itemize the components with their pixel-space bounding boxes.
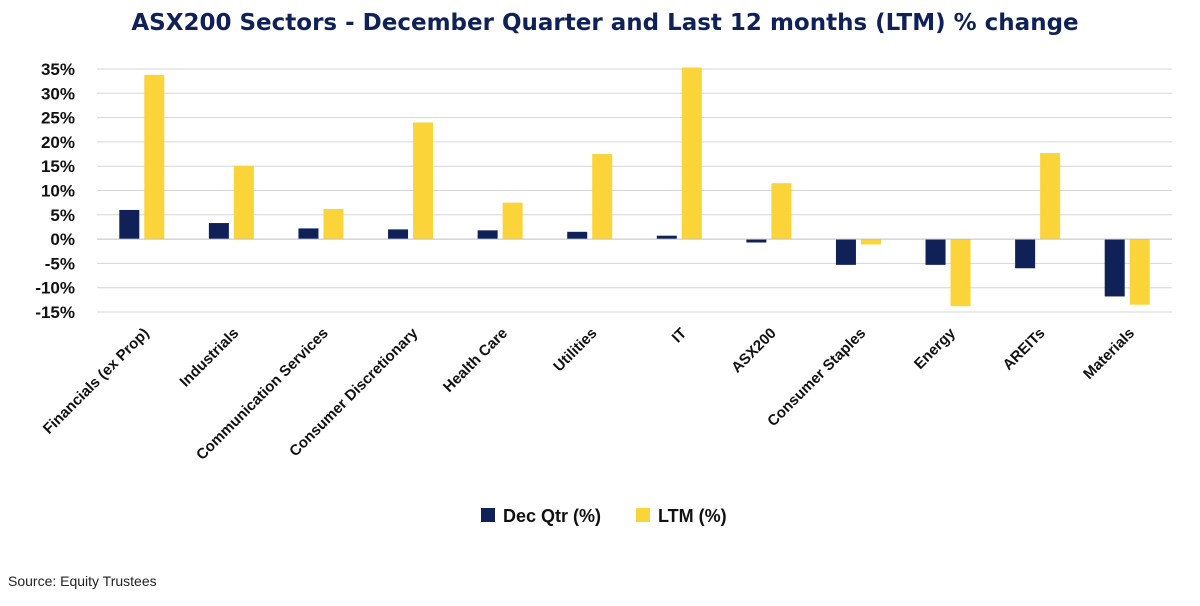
x-category-label: ASX200: [728, 325, 780, 377]
bar-ltm-5: [592, 154, 613, 240]
chart-title: ASX200 Sectors - December Quarter and La…: [131, 10, 1078, 36]
bar-dec-qtr-0: [119, 209, 140, 240]
bar-dec-qtr-8: [835, 239, 856, 265]
legend-label: LTM (%): [658, 506, 727, 526]
legend-label: Dec Qtr (%): [503, 506, 601, 526]
y-axis-tick-labels: 35% 30% 25% 20% 15% 10% 5% 0% -5% -10% -15%: [35, 60, 75, 322]
gridlines: [97, 68, 1172, 313]
y-tick-label: 25%: [41, 109, 75, 128]
x-category-label: Health Care: [440, 325, 511, 396]
bar-dec-qtr-5: [567, 231, 588, 240]
x-axis-category-labels: Financials (ex Prop) IndustrialsCommunica…: [40, 324, 1138, 463]
y-tick-label: 20%: [41, 133, 75, 152]
y-tick-label: -10%: [35, 279, 75, 298]
bar-dec-qtr-1: [208, 223, 229, 240]
y-tick-label: -5%: [45, 254, 75, 273]
legend-swatch: [636, 508, 650, 522]
bar-dec-qtr-11: [1104, 239, 1125, 297]
bar-dec-qtr-4: [477, 230, 498, 240]
y-tick-label: 15%: [41, 157, 75, 176]
bar-ltm-7: [771, 183, 792, 240]
bar-ltm-10: [1040, 153, 1061, 240]
bar-ltm-8: [860, 239, 881, 245]
x-category-label: IT: [669, 325, 690, 346]
bar-dec-qtr-2: [298, 228, 319, 240]
bar-ltm-9: [950, 239, 971, 307]
legend-swatch: [481, 508, 495, 522]
y-tick-label: 0%: [50, 230, 75, 249]
bar-ltm-0: [144, 74, 165, 240]
x-category-label: Industrials: [177, 325, 243, 391]
bar-ltm-11: [1129, 239, 1150, 305]
bars: [119, 67, 1150, 307]
x-category-label: Financials (ex Prop): [40, 325, 153, 438]
y-tick-label: 5%: [50, 206, 75, 225]
bar-ltm-4: [502, 202, 523, 240]
y-tick-label: 30%: [41, 84, 75, 103]
source-note: Source: Equity Trustees: [8, 573, 157, 589]
y-tick-label: 35%: [41, 60, 75, 79]
bar-ltm-6: [681, 67, 702, 240]
y-tick-label: -15%: [35, 303, 75, 322]
x-category-label: AREITs: [999, 325, 1048, 374]
bar-dec-qtr-7: [746, 239, 767, 243]
bar-ltm-1: [233, 165, 254, 240]
bar-ltm-2: [323, 208, 344, 240]
x-category-label: Utilities: [550, 325, 600, 375]
x-category-label: Materials: [1080, 325, 1138, 383]
bar-dec-qtr-9: [925, 239, 946, 265]
bar-dec-qtr-3: [388, 229, 409, 240]
bar-dec-qtr-6: [656, 235, 677, 240]
x-category-label: Energy: [911, 324, 959, 372]
legend: Dec Qtr (%) LTM (%): [481, 506, 727, 526]
x-category-label: Consumer Staples: [764, 325, 869, 430]
bar-ltm-3: [413, 122, 434, 240]
y-tick-label: 10%: [41, 182, 75, 201]
bar-dec-qtr-10: [1015, 239, 1036, 269]
